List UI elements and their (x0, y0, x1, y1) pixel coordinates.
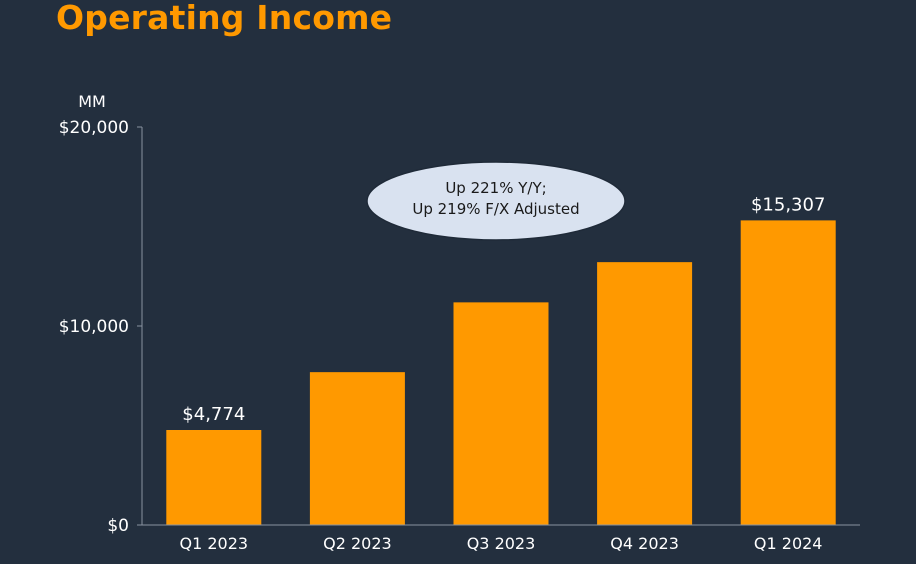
data-label: $15,307 (751, 194, 825, 215)
annotation-line: Up 219% F/X Adjusted (412, 200, 579, 218)
y-tick-label: $0 (107, 516, 129, 536)
bar-q3-2023 (453, 302, 549, 525)
bar-q4-2023 (597, 262, 693, 525)
x-tick-label: Q1 2023 (180, 534, 249, 553)
bar-q2-2023 (309, 372, 405, 525)
chart-title: Operating Income (56, 0, 393, 37)
annotation-ellipse (366, 161, 626, 241)
y-tick-label: $10,000 (59, 317, 129, 337)
x-tick-label: Q1 2024 (754, 534, 823, 553)
x-axis: Q1 2023 Q2 2023 Q3 2023 Q4 2023 Q1 2024 (142, 524, 860, 553)
y-tick-label: $20,000 (59, 118, 129, 138)
bars: $4,774 $15,307 (166, 194, 836, 526)
bar-q1-2023 (166, 429, 262, 525)
x-tick-label: Q2 2023 (323, 534, 392, 553)
annotation-callout: Up 221% Y/Y; Up 219% F/X Adjusted (366, 161, 626, 241)
x-tick-label: Q3 2023 (467, 534, 536, 553)
y-axis-unit-label: MM (78, 92, 106, 111)
bar-q1-2024 (740, 220, 836, 526)
annotation-line: Up 221% Y/Y; (445, 179, 546, 197)
x-tick-label: Q4 2023 (610, 534, 679, 553)
y-axis: MM $0 $10,000 $20,000 (59, 92, 143, 536)
data-label: $4,774 (182, 404, 245, 425)
